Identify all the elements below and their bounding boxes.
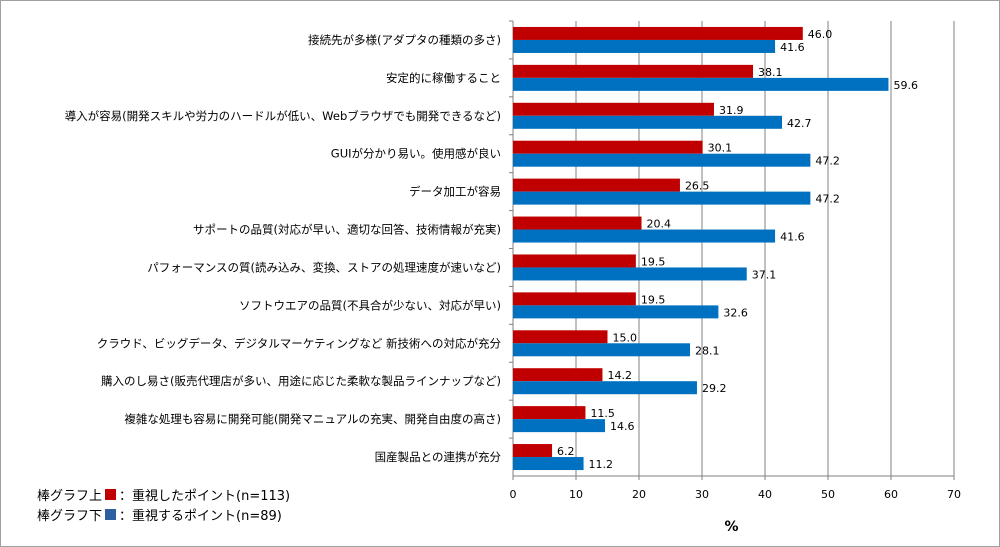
x-tick-label: 50 — [821, 488, 835, 501]
category-label: 接続先が多様(アダプタの種類の多さ) — [308, 33, 501, 47]
bar-red — [513, 26, 803, 40]
bar-blue — [513, 305, 719, 319]
bar-blue — [513, 457, 584, 471]
category-label: GUIが分かり易い。使用感が良い — [331, 147, 501, 161]
bar-blue — [513, 267, 747, 281]
category-label: 国産製品との連携が充分 — [375, 450, 502, 464]
legend-label: 重視したポイント(n=113) — [132, 489, 291, 504]
bar-blue — [513, 229, 776, 243]
legend-prefix: 棒グラフ上 — [37, 489, 103, 504]
data-label: 20.4 — [647, 218, 672, 231]
data-label: 29.2 — [702, 382, 727, 395]
category-label: パフォーマンスの質(読み込み、変換、ストアの処理速度が速いなど) — [147, 260, 501, 274]
bar-blue — [513, 191, 811, 205]
category-label: サポートの品質(対応が早い、適切な回答、技術情報が充実) — [193, 223, 501, 237]
data-label: 47.2 — [815, 193, 840, 206]
data-label: 6.2 — [557, 445, 575, 458]
data-label: 31.9 — [719, 104, 744, 117]
bar-blue — [513, 419, 605, 433]
legend-item-bottom: 棒グラフ下 ：重視するポイント(n=89) — [37, 505, 282, 524]
data-label: 19.5 — [641, 255, 666, 268]
category-label: 導入が容易(開発スキルや労力のハードルが低い、Webブラウザでも開発できるなど) — [65, 109, 501, 123]
data-label: 32.6 — [723, 306, 748, 319]
data-label: 30.1 — [708, 142, 733, 155]
bar-blue — [513, 153, 811, 167]
bar-red — [513, 368, 603, 382]
x-axis-title: % — [724, 519, 738, 535]
category-label: 安定的に稼働すること — [386, 71, 501, 85]
data-label: 41.6 — [780, 41, 805, 54]
legend-label: 重視するポイント(n=89) — [132, 509, 282, 524]
bar-red — [513, 140, 703, 154]
data-label: 38.1 — [758, 66, 783, 79]
data-label: 41.6 — [780, 231, 805, 244]
bar-blue — [513, 115, 783, 129]
category-label: ソフトウエアの品質(不具合が少ない、対応が早い) — [239, 298, 501, 312]
category-label: 購入のし易さ(販売代理店が多い、用途に応じた柔軟な製品ラインナップなど) — [101, 374, 501, 388]
bar-blue — [513, 39, 776, 53]
bar-red — [513, 102, 714, 116]
data-label: 15.0 — [613, 331, 638, 344]
bar-red — [513, 178, 680, 192]
x-tick-label: 70 — [947, 488, 961, 501]
category-label: 複雑な処理も容易に開発可能(開発マニュアルの充実、開発自由度の高さ) — [124, 412, 501, 426]
bar-red — [513, 406, 586, 420]
legend-prefix: 棒グラフ下 — [37, 509, 103, 524]
legend-swatch-red — [105, 489, 117, 500]
bar-blue — [513, 77, 889, 91]
category-label: クラウド、ビッグデータ、デジタルマーケティングなど 新技術への対応が充分 — [97, 336, 502, 350]
data-label: 46.0 — [808, 28, 833, 41]
data-label: 26.5 — [685, 180, 710, 193]
bar-blue — [513, 381, 697, 395]
bar-red — [513, 330, 608, 344]
data-label: 14.6 — [610, 420, 635, 433]
data-label: 11.2 — [589, 458, 614, 471]
bar-red — [513, 216, 642, 230]
data-label: 28.1 — [695, 344, 720, 357]
data-label: 37.1 — [752, 268, 777, 281]
data-label: 42.7 — [787, 117, 812, 130]
data-label: 47.2 — [815, 155, 840, 168]
bar-red — [513, 64, 754, 78]
x-tick-label: 10 — [569, 488, 583, 501]
data-label: 11.5 — [590, 407, 615, 420]
legend-swatch-blue — [105, 509, 117, 520]
x-tick-label: 20 — [632, 488, 646, 501]
x-tick-label: 30 — [695, 488, 709, 501]
bar-red — [513, 444, 553, 458]
category-label: データ加工が容易 — [409, 185, 501, 199]
data-label: 59.6 — [893, 79, 918, 92]
x-tick-label: 0 — [510, 488, 517, 501]
x-tick-label: 60 — [884, 488, 898, 501]
bar-blue — [513, 343, 691, 357]
data-label: 14.2 — [607, 369, 632, 382]
bar-red — [513, 254, 636, 268]
x-tick-label: 40 — [758, 488, 772, 501]
data-label: 19.5 — [641, 293, 666, 306]
bar-red — [513, 292, 636, 306]
legend-item-top: 棒グラフ上 ：重視したポイント(n=113) — [37, 485, 290, 504]
